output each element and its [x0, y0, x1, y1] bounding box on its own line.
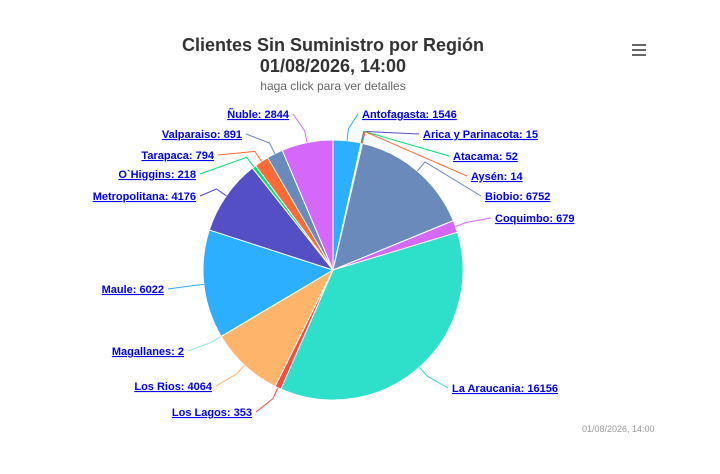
label-connector-coquimbo	[455, 217, 492, 227]
data-label-coquimbo[interactable]: Coquimbo: 679	[495, 213, 574, 225]
data-label-nuble[interactable]: Ñuble: 2844	[227, 108, 290, 121]
data-label-los-lagos[interactable]: Los Lagos: 353	[172, 407, 252, 419]
label-connector-tarapaca	[217, 150, 262, 162]
pie-slice-biobio[interactable]	[332, 142, 454, 271]
data-label-arica-y-parinacota[interactable]: Arica y Parinacota: 15	[423, 129, 538, 141]
data-label-biobio[interactable]: Biobio: 6752	[485, 191, 550, 203]
chart-subtitle: haga click para ver detalles	[260, 79, 406, 93]
label-connector-la-araucania	[418, 366, 449, 389]
label-connector-valparaiso	[245, 133, 276, 154]
label-connector-arica-y-parinacota	[360, 130, 420, 144]
label-connector-atacama	[361, 130, 450, 157]
label-connector-biobio	[416, 161, 482, 197]
data-label-los-rios[interactable]: Los Rios: 4064	[134, 381, 213, 393]
label-connector-nuble	[292, 113, 308, 143]
data-label-magallanes[interactable]: Magallanes: 2	[112, 346, 184, 358]
label-connector-antofagasta	[346, 113, 359, 141]
data-label-o-higgins[interactable]: O`Higgins: 218	[118, 169, 196, 181]
pie-slice-maule[interactable]	[202, 229, 335, 338]
label-connector-maule	[167, 283, 204, 290]
label-connector-o-higgins	[199, 156, 255, 175]
label-connector-los-lagos	[255, 387, 279, 413]
data-label-aysen[interactable]: Aysén: 14	[471, 171, 523, 183]
data-label-antofagasta[interactable]: Antofagasta: 1546	[362, 109, 457, 121]
label-connector-metropolitana	[199, 188, 227, 197]
pie-slice-nuble[interactable]	[281, 139, 334, 271]
label-connector-aysen	[361, 131, 468, 177]
pie-slice-metropolitana[interactable]	[208, 167, 335, 271]
label-connector-magallanes	[187, 335, 222, 352]
chart-title: Clientes Sin Suministro por Región	[181, 35, 485, 55]
data-label-la-araucania[interactable]: La Araucania: 16156	[452, 383, 558, 395]
hamburger-menu-icon[interactable]	[628, 40, 650, 60]
data-label-metropolitana[interactable]: Metropolitana: 4176	[93, 191, 196, 203]
chart-title-date: 01/08/2026, 14:00	[259, 56, 407, 76]
data-label-atacama[interactable]: Atacama: 52	[453, 151, 518, 163]
data-label-maule[interactable]: Maule: 6022	[102, 284, 164, 296]
data-label-tarapaca[interactable]: Tarapaca: 794	[141, 150, 214, 162]
label-connector-los-rios	[215, 364, 245, 387]
chart-credit: 01/08/2026, 14:00	[582, 424, 655, 434]
data-label-valparaiso[interactable]: Valparaiso: 891	[162, 129, 242, 141]
